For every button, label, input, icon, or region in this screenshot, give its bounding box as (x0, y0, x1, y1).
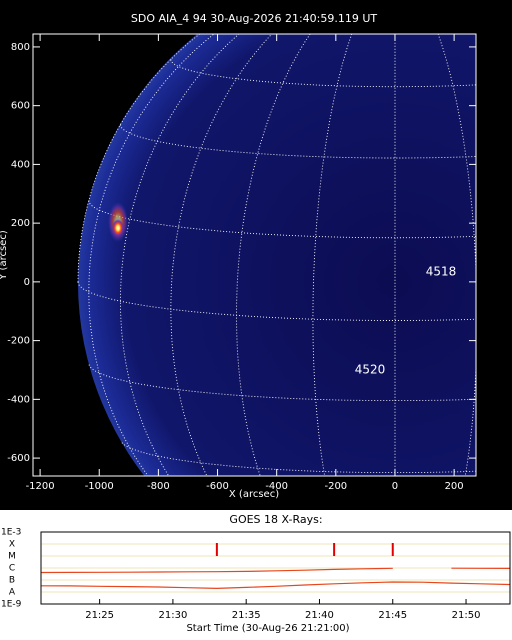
y-tick-label: B (9, 576, 15, 586)
longitude-line (312, 34, 353, 476)
chart-title: SDO AIA_4 94 30-Aug-2026 21:40:59.119 UT (131, 12, 377, 25)
y-tick-label: C (9, 564, 15, 574)
x-tick-label: 21:50 (452, 610, 481, 621)
x-tick-label: -1000 (85, 481, 114, 492)
y-axis-label: Y (arcsec) (0, 230, 9, 281)
x-axis-label: Start Time (30-Aug-26 21:21:00) (186, 623, 349, 634)
aia-panel: SDO AIA_4 94 30-Aug-2026 21:40:59.119 UT… (0, 0, 512, 510)
region-label: 4520 (355, 363, 386, 377)
x-tick-label: -600 (206, 481, 229, 492)
longitude-line (236, 34, 311, 476)
x-tick-label: -1200 (26, 481, 55, 492)
y-tick-label: 800 (11, 42, 30, 53)
flux-line (40, 567, 511, 574)
y-tick-label: X (9, 540, 15, 550)
x-tick-label: 21:45 (378, 610, 407, 621)
y-tick-label: 1E-9 (1, 600, 22, 610)
longitude-line (170, 34, 273, 476)
y-tick-label: 200 (11, 218, 30, 229)
x-tick-label: 21:40 (305, 610, 334, 621)
x-axis-label: X (arcsec) (229, 489, 279, 500)
y-tick-label: 400 (11, 159, 30, 170)
region-label: 4518 (426, 265, 457, 279)
frame (32, 33, 477, 477)
x-tick-label: 21:25 (85, 610, 114, 621)
y-tick-label: -200 (7, 336, 30, 347)
x-tick-label: -800 (147, 481, 170, 492)
x-tick-label: 200 (445, 481, 464, 492)
goes-panel: GOES 18 X-Rays: Start Time (30-Aug-26 21… (1, 513, 511, 634)
y-tick-label: 600 (11, 101, 30, 112)
frame (40, 531, 511, 605)
x-tick-label: 0 (392, 481, 398, 492)
chart-title: GOES 18 X-Rays: (229, 513, 322, 526)
x-tick-label: -200 (324, 481, 347, 492)
y-tick-label: 0 (24, 277, 30, 288)
x-tick-label: 21:35 (232, 610, 261, 621)
y-tick-label: A (9, 588, 16, 598)
y-tick-label: -600 (7, 453, 30, 464)
y-tick-label: -400 (7, 394, 30, 405)
flux-line (40, 581, 511, 590)
y-tick-label: M (8, 552, 16, 562)
flare (112, 219, 124, 237)
latitude-line (77, 281, 476, 321)
sun-disk (78, 34, 476, 476)
y-tick-label: 1E-3 (1, 528, 21, 538)
x-tick-label: -400 (265, 481, 288, 492)
x-tick-label: 21:30 (158, 610, 187, 621)
